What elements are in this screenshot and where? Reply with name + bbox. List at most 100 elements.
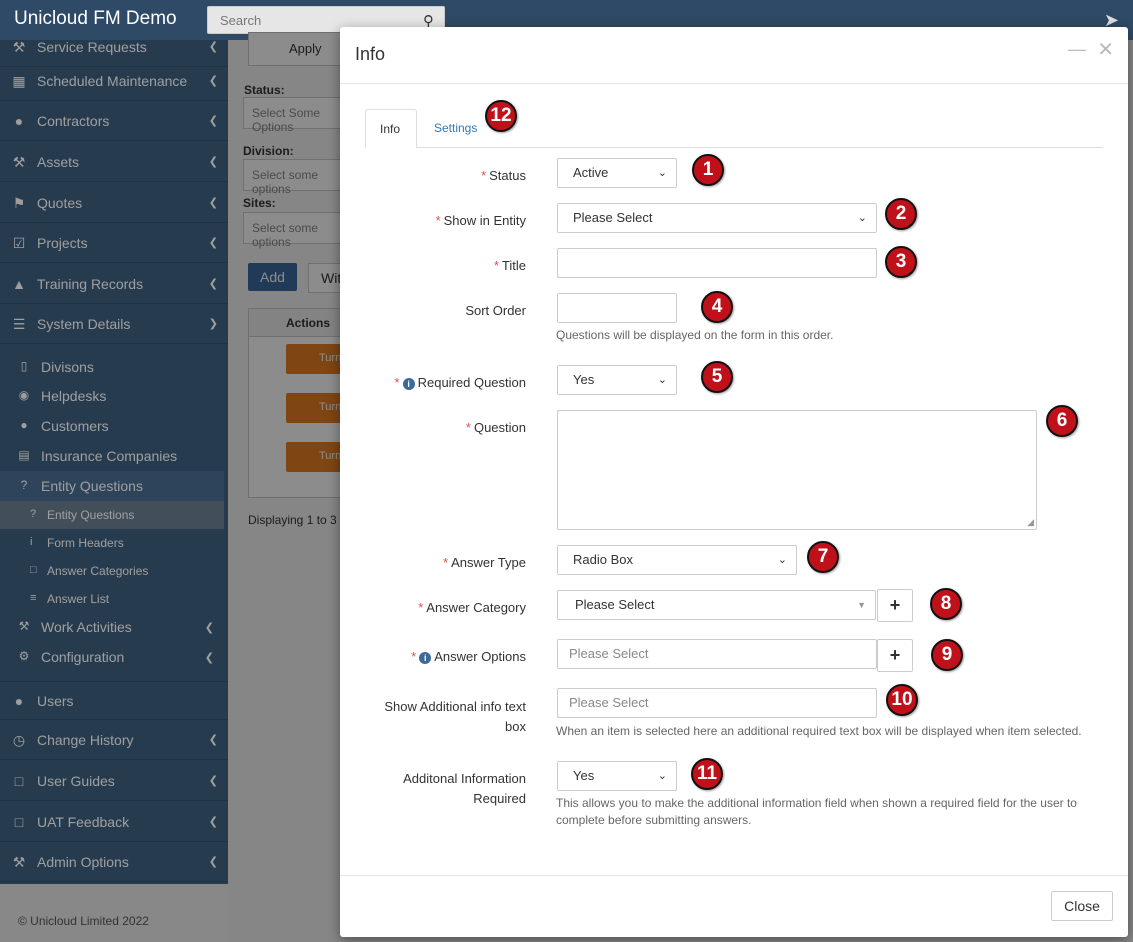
sidebar-sub-work-activities[interactable]: ⚒ Work Activities ❮ — [0, 612, 224, 642]
info-modal: Info — ✕ Info Settings 12 * Status Active… — [340, 27, 1128, 937]
sidebar-item-user-guides[interactable]: □ User Guides ❮ — [0, 762, 228, 801]
status-select[interactable]: Active ⌄ — [557, 158, 677, 188]
sidebar-item-label: System Details — [37, 316, 131, 332]
sort-order-label: Sort Order — [465, 303, 526, 318]
title-input[interactable] — [557, 248, 877, 278]
sidebar-sub2-label: Entity Questions — [47, 508, 135, 522]
users-icon: ● — [20, 418, 28, 432]
show-in-entity-label: * Show in Entity — [351, 213, 526, 228]
tab-settings[interactable]: Settings — [434, 121, 478, 135]
sidebar-item-label: Service Requests — [37, 39, 147, 55]
sidebar-item-users[interactable]: ● Users — [0, 681, 228, 720]
tabs-divider — [365, 147, 1103, 148]
sidebar-sub2-answer-categories[interactable]: □ Answer Categories — [0, 557, 224, 585]
annotation-badge-5: 5 — [701, 361, 733, 393]
answer-options-placeholder: Please Select — [569, 646, 649, 661]
sidebar-sub2-label: Answer List — [47, 592, 110, 606]
sidebar-sub-insurance-companies[interactable]: ▤ Insurance Companies — [0, 441, 224, 471]
folder-open-icon: □ — [30, 564, 37, 576]
annotation-badge-9: 9 — [931, 639, 963, 671]
tags-icon: ⚑ — [12, 195, 26, 211]
show-additional-placeholder: Please Select — [569, 695, 649, 710]
answer-type-select[interactable]: Radio Box ⌄ — [557, 545, 797, 575]
show-additional-label: Show Additional info text box — [351, 697, 526, 737]
sidebar-item-system-details[interactable]: ☰ System Details ❯ — [0, 305, 228, 344]
clock-icon: ◷ — [12, 732, 26, 748]
sidebar-item-label: UAT Feedback — [37, 814, 130, 830]
tab-info[interactable]: Info — [365, 109, 417, 148]
add-answer-option-button[interactable]: + — [877, 639, 913, 672]
row-action-button[interactable]: Turn — [286, 393, 346, 423]
pagination-info: Displaying 1 to 3 — [248, 513, 337, 527]
actions-header: Actions — [286, 316, 331, 330]
required-marker: * — [443, 555, 449, 570]
show-additional-input[interactable]: Please Select — [557, 688, 877, 718]
add-answer-category-button[interactable]: + — [877, 589, 913, 622]
sites-filter-input[interactable]: Select some options — [243, 212, 353, 249]
briefcase-icon: ▤ — [18, 448, 30, 462]
required-marker: * — [394, 375, 400, 390]
app-title[interactable]: Unicloud FM Demo — [14, 8, 177, 29]
add-button[interactable]: Add — [248, 263, 297, 291]
minimize-icon[interactable]: — — [1068, 39, 1086, 59]
sidebar-item-label: Scheduled Maintenance — [37, 73, 188, 89]
resize-grip-icon[interactable]: ◢ — [1027, 517, 1034, 527]
required-question-select[interactable]: Yes ⌄ — [557, 365, 677, 395]
sidebar-item-quotes[interactable]: ⚑ Quotes ❮ — [0, 184, 228, 223]
row-action-button[interactable]: Turn — [286, 344, 346, 374]
sidebar-sub2-entity-questions[interactable]: ? Entity Questions — [0, 501, 224, 529]
chevron-left-icon: ❮ — [204, 622, 214, 634]
sidebar-item-training-records[interactable]: ▲ Training Records ❮ — [0, 265, 228, 304]
additional-required-label-line1: Additonal Information — [403, 771, 526, 786]
sidebar-item-change-history[interactable]: ◷ Change History ❮ — [0, 721, 228, 760]
table: Actions Turn Turn Turn — [248, 308, 349, 498]
division-filter-input[interactable]: Select some options — [243, 159, 353, 196]
sidebar-item-label: Change History — [37, 732, 134, 748]
row-action-button[interactable]: Turn — [286, 442, 346, 472]
sidebar-item-admin-options[interactable]: ⚒ Admin Options ❮ — [0, 843, 228, 882]
close-button[interactable]: Close — [1051, 891, 1113, 921]
answer-options-input[interactable]: Please Select — [557, 639, 877, 669]
search-icon[interactable]: ⚲ — [423, 13, 434, 30]
sidebar-item-assets[interactable]: ⚒ Assets ❮ — [0, 143, 228, 182]
show-additional-label-line1: Show Additional info text — [384, 699, 526, 714]
sidebar-sub-helpdesks[interactable]: ◉ Helpdesks — [0, 381, 224, 411]
show-in-entity-value: Please Select — [573, 210, 653, 225]
close-icon[interactable]: ✕ — [1097, 39, 1114, 61]
sidebar-item-service-requests[interactable]: ⚒ Service Requests ❮ — [0, 28, 228, 67]
status-filter-input[interactable]: Select Some Options — [243, 97, 353, 134]
info-circle-icon[interactable]: i — [419, 652, 432, 664]
sidebar-sub-label: Customers — [41, 418, 109, 434]
sidebar-sub-divisons[interactable]: ▯ Divisons — [0, 352, 224, 382]
answer-type-value: Radio Box — [573, 552, 633, 567]
question-textarea[interactable]: ◢ — [557, 410, 1037, 530]
chevron-left-icon: ❮ — [208, 197, 218, 209]
info-circle-icon[interactable]: i — [402, 378, 415, 390]
wrench-icon: ⚒ — [12, 854, 26, 870]
show-in-entity-select[interactable]: Please Select ⌄ — [557, 203, 877, 233]
copyright-text: © Unicloud Limited 2022 — [18, 914, 149, 928]
sidebar-item-uat-feedback[interactable]: □ UAT Feedback ❮ — [0, 803, 228, 842]
sidebar-sub2-answer-list[interactable]: ≡ Answer List — [0, 585, 224, 613]
sidebar-sub-label: Work Activities — [41, 619, 132, 635]
sidebar-sub-configuration[interactable]: ⚙ Configuration ❮ — [0, 642, 224, 672]
sidebar-sub-customers[interactable]: ● Customers — [0, 411, 224, 441]
chevron-down-icon: ⌄ — [777, 554, 787, 566]
chevron-down-icon: ❯ — [208, 318, 218, 330]
sidebar-item-scheduled-maintenance[interactable]: ▦ Scheduled Maintenance ❮ — [0, 62, 228, 101]
answer-category-select[interactable]: Please Select ▼ — [557, 590, 876, 620]
title-label-text: Title — [501, 258, 526, 273]
required-question-label-text: Required Question — [417, 375, 526, 390]
list-icon: ☰ — [12, 316, 26, 332]
sidebar-sub2-form-headers[interactable]: i Form Headers — [0, 529, 224, 557]
sort-order-input[interactable] — [557, 293, 677, 323]
chevron-left-icon: ❮ — [208, 775, 218, 787]
sidebar-sub-entity-questions[interactable]: ? Entity Questions — [0, 471, 224, 501]
sidebar-item-projects[interactable]: ☑ Projects ❮ — [0, 224, 228, 263]
status-label-text: Status — [489, 168, 526, 183]
logout-icon[interactable]: ➤ — [1103, 10, 1119, 30]
division-filter-label: Division: — [243, 144, 294, 158]
sidebar-item-contractors[interactable]: ● Contractors ❮ — [0, 102, 228, 141]
annotation-badge-3: 3 — [885, 246, 917, 278]
additional-required-select[interactable]: Yes ⌄ — [557, 761, 677, 791]
